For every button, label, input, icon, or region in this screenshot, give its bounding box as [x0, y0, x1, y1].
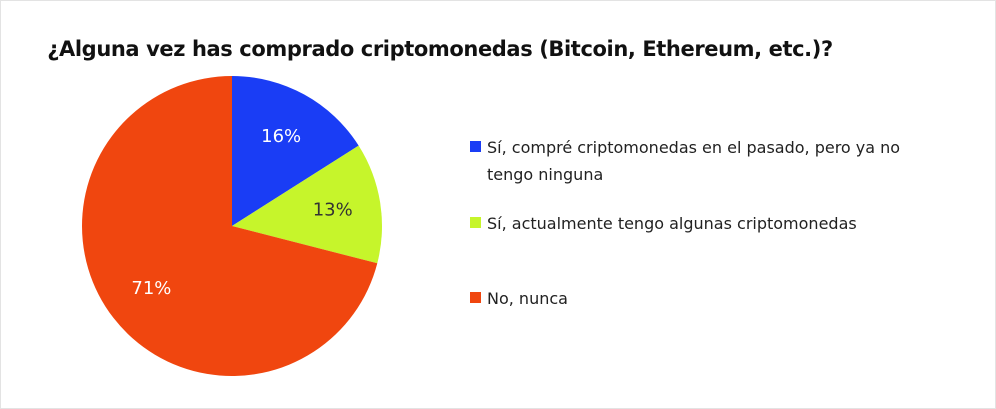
- legend-label-past: Sí, compré criptomonedas en el pasado, p…: [487, 138, 901, 184]
- legend-swatch-current: [470, 217, 481, 228]
- pie-value-label-never: 71%: [131, 278, 171, 299]
- pie-slice-never: [82, 76, 378, 376]
- legend-swatch-never: [470, 292, 481, 303]
- legend-label-never: No, nunca: [487, 289, 568, 308]
- pie-slice-past: [232, 76, 359, 226]
- pie-value-label-current: 13%: [313, 200, 353, 221]
- legend-item-past: Sí, compré criptomonedas en el pasado, p…: [470, 134, 947, 188]
- chart-title: ¿Alguna vez has comprado criptomonedas (…: [47, 37, 833, 61]
- pie-value-label-past: 16%: [261, 126, 301, 147]
- legend-item-never: No, nunca: [470, 285, 947, 312]
- legend-item-current: Sí, actualmente tengo algunas criptomone…: [470, 210, 947, 237]
- legend-label-current: Sí, actualmente tengo algunas criptomone…: [487, 214, 857, 233]
- pie-slice-current: [232, 145, 383, 264]
- legend-swatch-past: [470, 141, 481, 152]
